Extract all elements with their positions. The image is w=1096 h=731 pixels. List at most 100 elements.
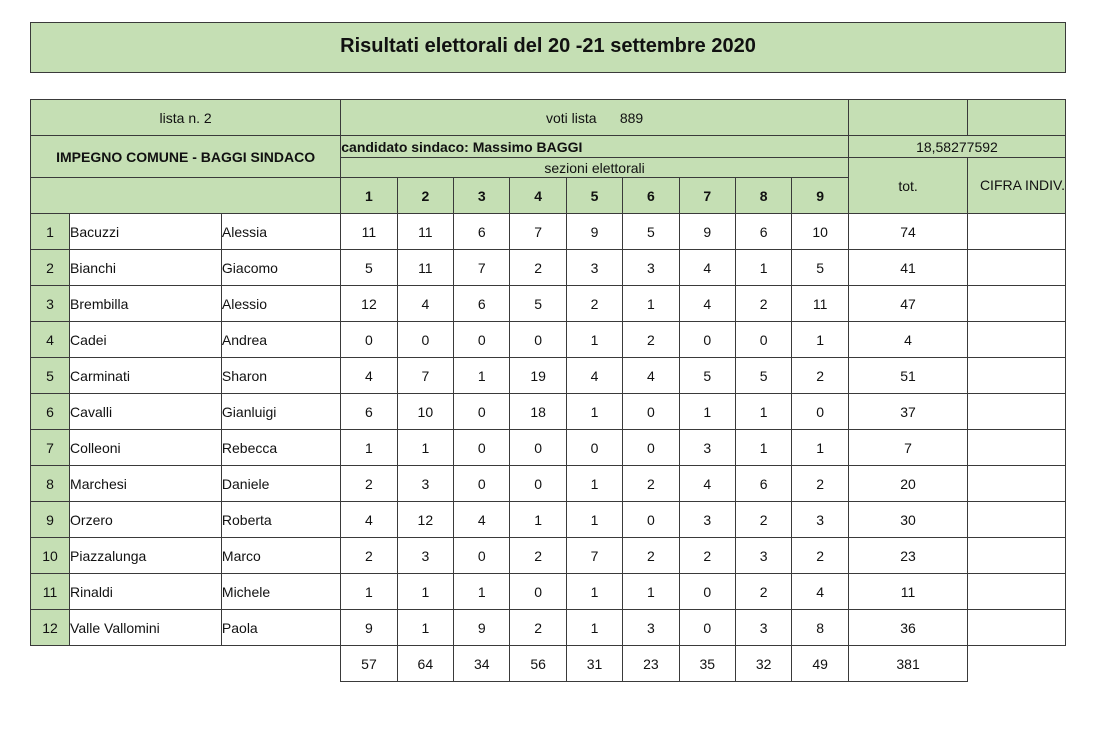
section-hdr-5: 5 bbox=[566, 178, 622, 214]
table-row: 8MarchesiDaniele23001246220 bbox=[31, 466, 1066, 502]
header-row-2: IMPEGNO COMUNE - BAGGI SINDACO candidato… bbox=[31, 136, 1066, 158]
cifra-indiv-cell bbox=[968, 430, 1066, 466]
vote-cell: 0 bbox=[454, 466, 510, 502]
vote-cell: 6 bbox=[735, 466, 791, 502]
vote-cell: 2 bbox=[623, 538, 679, 574]
row-index: 10 bbox=[31, 538, 70, 574]
table-row: 4CadeiAndrea0000120014 bbox=[31, 322, 1066, 358]
vote-cell: 6 bbox=[454, 214, 510, 250]
candidato-label: candidato sindaco: Massimo BAGGI bbox=[341, 136, 849, 158]
candidate-name: Paola bbox=[221, 610, 340, 646]
vote-cell: 2 bbox=[341, 466, 397, 502]
vote-cell: 1 bbox=[341, 574, 397, 610]
table-row: 10PiazzalungaMarco23027223223 bbox=[31, 538, 1066, 574]
table-row: 3BrembillaAlessio1246521421147 bbox=[31, 286, 1066, 322]
candidate-surname: Rinaldi bbox=[70, 574, 222, 610]
cifra-indiv-cell bbox=[968, 466, 1066, 502]
row-total: 23 bbox=[848, 538, 967, 574]
page-title: Risultati elettorali del 20 -21 settembr… bbox=[30, 22, 1066, 73]
vote-cell: 5 bbox=[792, 250, 849, 286]
cifra-indiv-cell bbox=[968, 502, 1066, 538]
vote-cell: 2 bbox=[792, 358, 849, 394]
vote-cell: 2 bbox=[679, 538, 735, 574]
totals-v1: 57 bbox=[341, 646, 397, 682]
vote-cell: 18 bbox=[510, 394, 566, 430]
table-row: 1BacuzziAlessia11116795961074 bbox=[31, 214, 1066, 250]
vote-cell: 0 bbox=[454, 322, 510, 358]
vote-cell: 1 bbox=[792, 430, 849, 466]
list-name: IMPEGNO COMUNE - BAGGI SINDACO bbox=[31, 136, 341, 178]
section-hdr-4: 4 bbox=[510, 178, 566, 214]
table-row: 2BianchiGiacomo511723341541 bbox=[31, 250, 1066, 286]
vote-cell: 9 bbox=[679, 214, 735, 250]
vote-cell: 2 bbox=[792, 466, 849, 502]
vote-cell: 4 bbox=[341, 358, 397, 394]
vote-cell: 1 bbox=[341, 430, 397, 466]
vote-cell: 4 bbox=[397, 286, 453, 322]
vote-cell: 2 bbox=[735, 574, 791, 610]
section-hdr-9: 9 bbox=[792, 178, 849, 214]
vote-cell: 1 bbox=[397, 610, 453, 646]
vote-cell: 0 bbox=[735, 322, 791, 358]
vote-cell: 1 bbox=[735, 394, 791, 430]
vote-cell: 6 bbox=[454, 286, 510, 322]
row-total: 4 bbox=[848, 322, 967, 358]
blank-below-impegno bbox=[31, 178, 341, 214]
totals-v6: 23 bbox=[623, 646, 679, 682]
row-total: 41 bbox=[848, 250, 967, 286]
vote-cell: 6 bbox=[735, 214, 791, 250]
vote-cell: 2 bbox=[735, 286, 791, 322]
candidate-surname: Valle Vallomini bbox=[70, 610, 222, 646]
table-row: 6CavalliGianluigi6100181011037 bbox=[31, 394, 1066, 430]
totals-v8: 32 bbox=[735, 646, 791, 682]
table-row: 5CarminatiSharon471194455251 bbox=[31, 358, 1066, 394]
candidate-surname: Carminati bbox=[70, 358, 222, 394]
vote-cell: 3 bbox=[735, 610, 791, 646]
section-hdr-8: 8 bbox=[735, 178, 791, 214]
candidate-name: Daniele bbox=[221, 466, 340, 502]
candidate-name: Andrea bbox=[221, 322, 340, 358]
vote-cell: 10 bbox=[792, 214, 849, 250]
candidate-surname: Marchesi bbox=[70, 466, 222, 502]
vote-cell: 9 bbox=[566, 214, 622, 250]
vote-cell: 11 bbox=[792, 286, 849, 322]
cifra-indiv-cell bbox=[968, 394, 1066, 430]
vote-cell: 5 bbox=[735, 358, 791, 394]
candidate-name: Roberta bbox=[221, 502, 340, 538]
vote-cell: 4 bbox=[623, 358, 679, 394]
cifra-indiv-cell bbox=[968, 286, 1066, 322]
vote-cell: 2 bbox=[623, 466, 679, 502]
vote-cell: 9 bbox=[454, 610, 510, 646]
totals-v9: 49 bbox=[792, 646, 849, 682]
vote-cell: 4 bbox=[792, 574, 849, 610]
candidate-name: Marco bbox=[221, 538, 340, 574]
vote-cell: 10 bbox=[397, 394, 453, 430]
totals-cifra-blank bbox=[968, 646, 1066, 682]
row-index: 4 bbox=[31, 322, 70, 358]
voti-lista-cell: voti lista 889 bbox=[341, 100, 849, 136]
vote-cell: 0 bbox=[679, 610, 735, 646]
candidate-surname: Cadei bbox=[70, 322, 222, 358]
row-total: 30 bbox=[848, 502, 967, 538]
candidate-name: Giacomo bbox=[221, 250, 340, 286]
vote-cell: 4 bbox=[454, 502, 510, 538]
vote-cell: 4 bbox=[679, 466, 735, 502]
row-total: 11 bbox=[848, 574, 967, 610]
vote-cell: 9 bbox=[341, 610, 397, 646]
row-index: 6 bbox=[31, 394, 70, 430]
cifra-indiv-cell bbox=[968, 610, 1066, 646]
section-hdr-1: 1 bbox=[341, 178, 397, 214]
vote-cell: 12 bbox=[397, 502, 453, 538]
candidate-name: Alessio bbox=[221, 286, 340, 322]
cifra-indiv-cell bbox=[968, 574, 1066, 610]
tot-header: tot. bbox=[848, 158, 967, 214]
vote-cell: 5 bbox=[510, 286, 566, 322]
candidate-name: Gianluigi bbox=[221, 394, 340, 430]
vote-cell: 1 bbox=[623, 574, 679, 610]
vote-cell: 7 bbox=[566, 538, 622, 574]
totals-row: 57 64 34 56 31 23 35 32 49 381 bbox=[31, 646, 1066, 682]
table-row: 7ColleoniRebecca1100003117 bbox=[31, 430, 1066, 466]
vote-cell: 2 bbox=[510, 250, 566, 286]
vote-cell: 1 bbox=[566, 322, 622, 358]
vote-cell: 3 bbox=[566, 250, 622, 286]
